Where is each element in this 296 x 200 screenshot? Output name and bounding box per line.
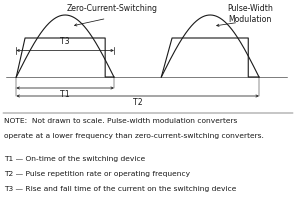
Text: Pulse-Width
Modulation: Pulse-Width Modulation xyxy=(227,4,273,24)
Text: T3: T3 xyxy=(60,37,70,46)
Text: NOTE:  Not drawn to scale. Pulse-width modulation converters: NOTE: Not drawn to scale. Pulse-width mo… xyxy=(4,118,238,124)
Text: T2 — Pulse repetition rate or operating frequency: T2 — Pulse repetition rate or operating … xyxy=(4,171,191,177)
Text: T3 — Rise and fall time of the current on the switching device: T3 — Rise and fall time of the current o… xyxy=(4,186,237,192)
Text: T2: T2 xyxy=(133,98,142,107)
Text: operate at a lower frequency than zero-current-switching converters.: operate at a lower frequency than zero-c… xyxy=(4,133,264,139)
Text: T1: T1 xyxy=(60,90,70,99)
Text: Zero-Current-Switching: Zero-Current-Switching xyxy=(67,4,158,13)
Text: T1 — On-time of the switching device: T1 — On-time of the switching device xyxy=(4,156,146,162)
